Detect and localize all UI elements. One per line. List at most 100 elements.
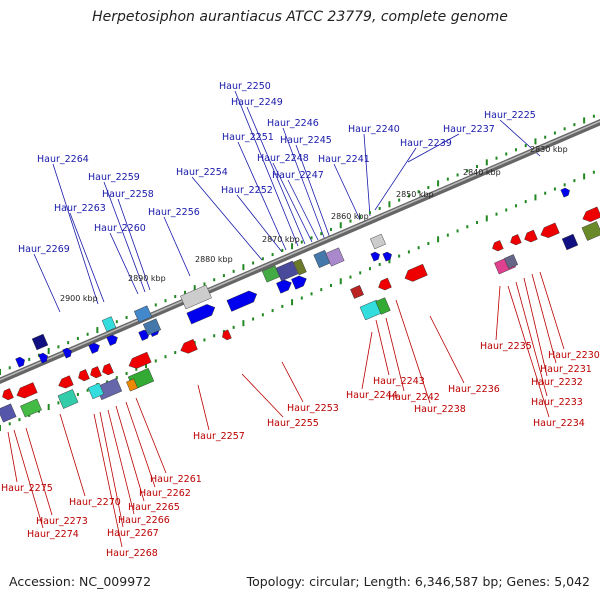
gene-box: [325, 247, 345, 267]
tick-lower: [291, 299, 294, 306]
leader-line: [282, 127, 326, 241]
tick-lower: [563, 183, 566, 187]
tick-lower: [164, 355, 167, 359]
reverse-gene: [180, 339, 198, 354]
leader-line: [59, 413, 86, 497]
tick-lower: [583, 173, 586, 180]
tick-lower: [359, 271, 362, 275]
leader-line: [246, 106, 306, 245]
tick-upper: [368, 211, 371, 215]
tick-upper: [583, 117, 586, 124]
tick-upper: [446, 177, 449, 181]
leader-line: [93, 413, 123, 548]
leader-line: [515, 281, 548, 397]
gene-label: Haur_2275: [1, 483, 53, 494]
gene-label: Haur_2233: [531, 397, 583, 408]
genome-summary: Topology: circular; Length: 6,346,587 bp…: [246, 574, 590, 589]
tick-upper: [378, 206, 381, 210]
gene-box: [293, 258, 307, 276]
gene-box: [375, 297, 391, 315]
tick-upper: [310, 236, 313, 240]
tick-lower: [310, 292, 313, 296]
tick-lower: [242, 320, 245, 327]
tick-upper: [261, 257, 264, 261]
tick-lower: [514, 204, 517, 208]
tick-lower: [476, 221, 479, 225]
reverse-gene: [58, 375, 74, 389]
tick-upper: [271, 253, 274, 257]
reverse-gene: [540, 222, 560, 238]
tick-upper: [174, 295, 177, 299]
gene-box: [370, 233, 386, 250]
tick-upper: [96, 327, 99, 334]
tick-lower: [106, 380, 109, 384]
gene-box: [180, 284, 212, 310]
tick-lower: [573, 179, 576, 183]
leader-line: [7, 431, 18, 483]
tick-lower: [349, 275, 352, 279]
gene-label: Haur_2245: [280, 135, 332, 146]
tick-upper: [115, 320, 118, 324]
tick-lower: [330, 283, 333, 287]
reverse-gene: [128, 351, 152, 369]
tick-label: 2900 kbp: [60, 294, 98, 303]
reverse-gene: [524, 229, 538, 243]
gene-box: [101, 316, 117, 332]
gene-label: Haur_2261: [150, 474, 202, 485]
backbone-line: [0, 119, 600, 384]
gene-label: Haur_2249: [231, 97, 283, 108]
leader-line: [13, 429, 44, 529]
backbone-highlight: [0, 120, 600, 381]
gene-label: Haur_2263: [54, 203, 106, 214]
reverse-gene: [222, 329, 232, 341]
tick-upper: [505, 152, 508, 156]
reverse-gene: [378, 277, 392, 291]
gene-label: Haur_2252: [221, 185, 273, 196]
tick-lower: [368, 267, 371, 271]
tick-upper: [359, 215, 362, 219]
tick-upper: [8, 366, 11, 370]
tick-lower: [456, 229, 459, 233]
tick-lower: [495, 212, 498, 216]
gene-box: [275, 260, 299, 282]
gene-box: [142, 318, 162, 336]
leader-line: [374, 147, 417, 211]
forward-gene: [276, 279, 292, 294]
gene-label: Haur_2237: [443, 124, 495, 135]
tick-upper: [592, 114, 595, 118]
gene-box: [20, 398, 42, 418]
tick-upper: [456, 173, 459, 177]
gene-label: Haur_2244: [346, 390, 398, 401]
tick-lower: [154, 359, 157, 363]
gene-label: Haur_2266: [118, 515, 170, 526]
tick-lower: [252, 317, 255, 321]
tick-lower: [174, 351, 177, 355]
tick-upper: [203, 282, 206, 286]
leader-line: [395, 299, 431, 404]
tick-lower: [135, 367, 138, 371]
gene-label: Haur_2240: [348, 124, 400, 135]
reverse-gene: [510, 234, 522, 246]
leader-line: [495, 285, 501, 341]
gene-label: Haur_2239: [400, 138, 452, 149]
tick-upper: [534, 138, 537, 145]
reverse-gene: [492, 240, 504, 252]
tick-upper: [388, 201, 391, 208]
gene-label: Haur_2265: [128, 502, 180, 513]
leader-line: [33, 253, 61, 313]
tick-upper: [28, 357, 31, 361]
tick-upper: [524, 144, 527, 148]
tick-label: 2870 kbp: [262, 235, 300, 244]
forward-gene: [226, 290, 258, 312]
tick-upper: [193, 285, 196, 292]
tick-upper: [544, 135, 547, 139]
gene-label: Haur_2246: [267, 118, 319, 129]
leader-line: [531, 273, 557, 364]
gene-label: Haur_2235: [480, 341, 532, 352]
tick-label: 2890 kbp: [128, 274, 166, 283]
tick-upper: [213, 278, 216, 282]
leader-line: [507, 285, 550, 418]
tick-lower: [427, 242, 430, 246]
tick-upper: [300, 240, 303, 244]
gene-label: Haur_2273: [36, 516, 88, 527]
